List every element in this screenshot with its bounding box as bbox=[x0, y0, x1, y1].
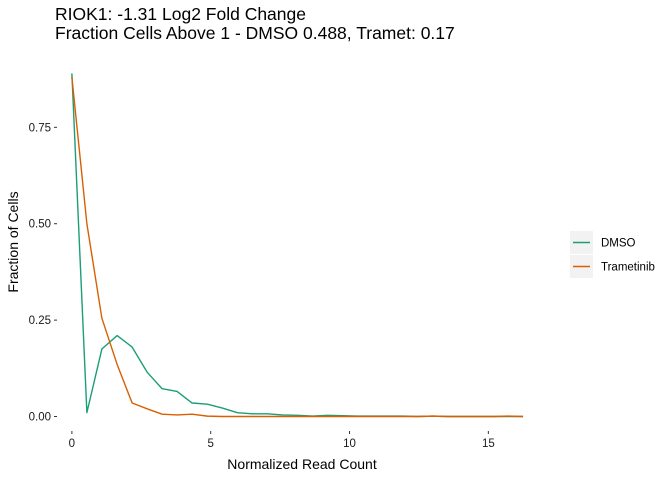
chart-title: RIOK1: -1.31 Log2 Fold Change bbox=[55, 4, 306, 24]
chart-subtitle: Fraction Cells Above 1 - DMSO 0.488, Tra… bbox=[55, 23, 455, 43]
y-tick-label: 0.00 bbox=[29, 412, 51, 424]
y-tick-label: 0.25 bbox=[29, 315, 51, 327]
x-axis: 0 5 10 15 bbox=[69, 431, 495, 450]
x-tick-label: 5 bbox=[208, 438, 214, 450]
y-axis: 0.00 0.25 0.50 0.75 bbox=[29, 122, 57, 424]
y-tick-label: 0.50 bbox=[29, 219, 51, 231]
x-tick-label: 15 bbox=[482, 438, 495, 450]
y-tick-label: 0.75 bbox=[29, 122, 51, 134]
x-tick-label: 0 bbox=[69, 438, 75, 450]
legend: DMSO Trametinib bbox=[570, 231, 655, 278]
y-axis-title: Fraction of Cells bbox=[5, 191, 21, 292]
series-layer bbox=[71, 73, 524, 418]
x-axis-title: Normalized Read Count bbox=[227, 456, 377, 472]
legend-label: Trametinib bbox=[601, 262, 655, 274]
series-line-trametinib bbox=[71, 77, 524, 418]
x-tick-label: 10 bbox=[343, 438, 356, 450]
legend-label: DMSO bbox=[601, 238, 636, 250]
